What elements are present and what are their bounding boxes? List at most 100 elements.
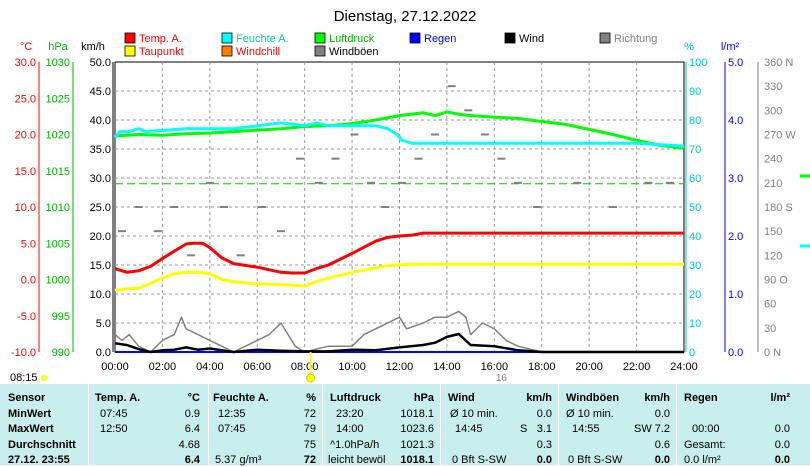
legend-swatch xyxy=(504,32,516,44)
wind-max-dir: S xyxy=(520,423,528,435)
hum-tick: 20 xyxy=(689,289,701,301)
wind-current: 0.0 xyxy=(536,454,552,466)
x-tick: 14:00 xyxy=(433,361,461,373)
rain-tick: 5.0 xyxy=(728,57,743,69)
wind-tick: 50.0 xyxy=(90,57,111,69)
hum-min-time: 12:35 xyxy=(218,408,246,420)
rain-header: Regen xyxy=(684,392,718,404)
temp-max: 6.4 xyxy=(184,423,200,435)
direction-mark xyxy=(276,230,285,233)
gust-max-dir: SW xyxy=(634,423,652,435)
rain-tick: 1.0 xyxy=(728,289,743,301)
press-max: 1023.6 xyxy=(400,423,434,435)
x-tick: 04:00 xyxy=(196,361,224,373)
x-tick: 22:00 xyxy=(623,361,651,373)
x-tick: 12:00 xyxy=(386,361,414,373)
direction-mark xyxy=(257,206,266,208)
press-current: 1018.1 xyxy=(400,454,434,466)
wind-tick: 0.0 xyxy=(96,347,111,359)
sun-dot xyxy=(41,375,47,381)
x-tick: 00:00 xyxy=(101,361,129,373)
press-header: Luftdruck xyxy=(330,392,381,404)
direction-mark xyxy=(153,230,162,233)
column-divider xyxy=(88,384,89,465)
wind-max-time: 14:45 xyxy=(455,423,483,435)
hum-tick: 100 xyxy=(689,57,707,69)
x-tick: 18:00 xyxy=(528,361,556,373)
temp-current: 6.4 xyxy=(184,454,200,466)
direction-mark xyxy=(381,206,390,208)
hum-header: Feuchte A. xyxy=(213,392,269,404)
rain-total-label: Gesamt: xyxy=(684,439,726,451)
gust-avg: 0.6 xyxy=(654,439,670,451)
direction-mark xyxy=(608,206,617,208)
dir-tick: 330 xyxy=(764,81,782,93)
press-tick: 1015 xyxy=(46,166,70,178)
wind-tick: 5.0 xyxy=(96,318,111,330)
legend-label: Windböen xyxy=(329,46,379,58)
hum-tick: 30 xyxy=(689,260,701,272)
direction-mark xyxy=(118,230,127,233)
press-unit: hPa xyxy=(413,392,434,404)
legend-swatch xyxy=(124,45,136,57)
dir-tick: 360 N xyxy=(764,57,793,69)
temp-unit-label: °C xyxy=(20,41,32,53)
hum-unit: % xyxy=(306,392,316,404)
gust-header: Windböen xyxy=(566,392,620,404)
wind-min-label: Ø 10 min. xyxy=(450,408,498,420)
hum-current: 72 xyxy=(303,454,316,466)
temp-tick: 10.0 xyxy=(15,202,36,214)
legend-label: Luftdruck xyxy=(329,33,375,45)
rain-tick: 2.0 xyxy=(728,231,743,243)
legend-label: Regen xyxy=(424,33,456,45)
column-divider xyxy=(676,384,677,465)
temp-unit: °C xyxy=(187,392,200,404)
press-tick: 1005 xyxy=(46,238,70,250)
temp-tick: 5.0 xyxy=(21,238,36,250)
temp-tick: 25.0 xyxy=(15,93,36,105)
press-tick: 1020 xyxy=(46,130,70,142)
press-avg: 1021.3 xyxy=(400,439,434,451)
rain-current: 0.0 xyxy=(774,454,790,466)
series-wind xyxy=(114,332,684,354)
direction-mark xyxy=(644,181,653,184)
direction-mark xyxy=(431,133,440,136)
temp-avg: 4.68 xyxy=(178,439,200,451)
hum-max: 79 xyxy=(303,423,316,435)
press-tick: 995 xyxy=(52,311,70,323)
legend-swatch xyxy=(124,32,136,44)
wind-tick: 40.0 xyxy=(90,115,111,127)
press-min-time: 23:20 xyxy=(336,408,364,420)
press-tick: 990 xyxy=(52,347,70,359)
legend-label: Taupunkt xyxy=(139,46,184,58)
wind-tick: 15.0 xyxy=(90,260,111,272)
hum-tick: 50 xyxy=(689,202,701,214)
direction-mark xyxy=(514,181,523,184)
direction-marks xyxy=(118,85,674,257)
rain-rate: 0.0 l/m² xyxy=(684,454,721,466)
x-tick: 10:00 xyxy=(338,361,366,373)
hum-tick: 90 xyxy=(689,86,701,98)
press-tick: 1030 xyxy=(46,57,70,69)
dir-tick: 120 xyxy=(764,250,782,262)
press-min: 1018.1 xyxy=(400,408,434,420)
direction-mark xyxy=(236,254,245,257)
temp-min: 0.9 xyxy=(184,408,200,420)
x-tick: 20:00 xyxy=(575,361,603,373)
series-temp-a- xyxy=(114,231,684,275)
rain-max: 0.0 xyxy=(774,423,790,435)
hum-max-time: 07:45 xyxy=(218,423,246,435)
hum-avg: 75 xyxy=(303,439,316,451)
legend-label: Temp. A. xyxy=(139,33,182,45)
hum-tick: 70 xyxy=(689,144,701,156)
wind-min: 0.0 xyxy=(536,408,552,420)
rain-unit: l/m² xyxy=(770,392,790,404)
sunrise-marker xyxy=(306,373,316,383)
dir-tick: 240 xyxy=(764,154,782,166)
dir-tick: 0 N xyxy=(764,347,781,359)
wind-tick: 20.0 xyxy=(90,231,111,243)
legend-label: Windchill xyxy=(236,46,280,58)
rain-tick: 3.0 xyxy=(728,173,743,185)
legend-swatch xyxy=(599,32,611,44)
series-luftdruck xyxy=(114,110,685,150)
